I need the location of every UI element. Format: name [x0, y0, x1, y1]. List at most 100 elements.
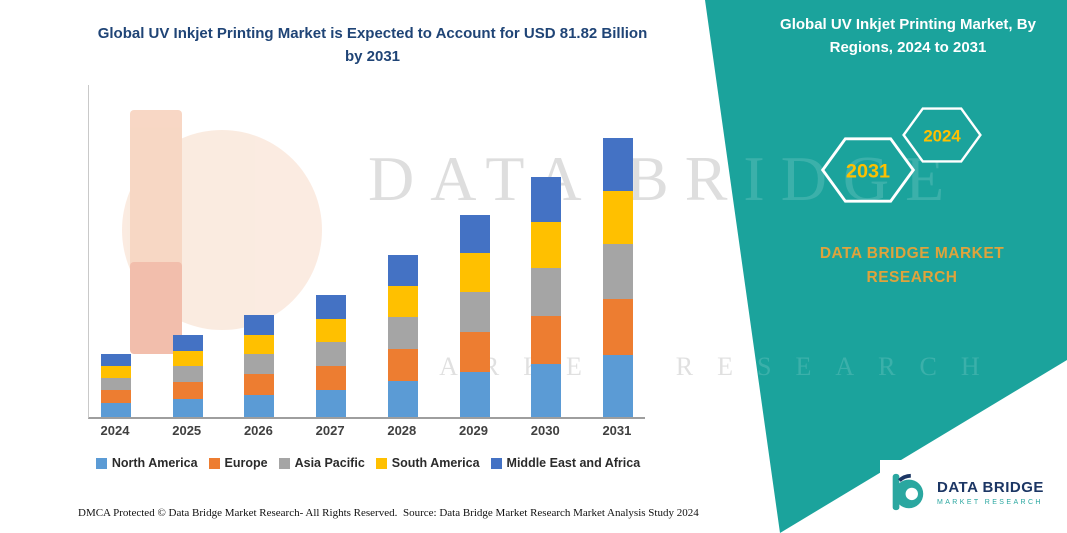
- bar-column-2027: [304, 85, 358, 417]
- x-axis-label-2025: 2025: [172, 423, 202, 438]
- watermark-logo-bar: [130, 110, 182, 350]
- bar-segment-middle-east-and-africa: [459, 215, 490, 253]
- logo-wordmark: DATA BRIDGE MARKET RESEARCH: [937, 479, 1044, 506]
- legend-label: Asia Pacific: [294, 456, 365, 470]
- bar-segment-europe: [101, 390, 131, 403]
- bar-segment-asia-pacific: [101, 378, 131, 390]
- bar-segment-north-america: [316, 390, 347, 417]
- hexagon-2031: 2031: [820, 137, 916, 203]
- bar-segment-north-america: [387, 381, 418, 417]
- chart-title: Global UV Inkjet Printing Market is Expe…: [97, 25, 648, 66]
- bar-column-2028: [376, 85, 430, 417]
- bar-segment-middle-east-and-africa: [172, 335, 203, 351]
- bar-segment-middle-east-and-africa: [602, 138, 633, 191]
- bar-segment-asia-pacific: [531, 268, 562, 316]
- hexagon-2024-outline: [902, 107, 982, 163]
- bar-segment-middle-east-and-africa: [244, 315, 275, 335]
- stacked-bar-2024: [101, 354, 131, 417]
- bar-segment-south-america: [101, 366, 131, 378]
- stacked-bar-2029: [459, 215, 490, 417]
- bar-segment-south-america: [244, 335, 275, 354]
- bar-segment-asia-pacific: [244, 354, 275, 374]
- logo-brand-name: DATA BRIDGE: [937, 478, 1044, 496]
- legend-swatch: [490, 457, 502, 469]
- bar-segment-south-america: [172, 351, 203, 366]
- hexagon-2031-outline: [820, 137, 916, 203]
- bar-segment-north-america: [172, 399, 203, 417]
- bar-segment-asia-pacific: [172, 366, 203, 382]
- bar-column-2025: [161, 85, 215, 417]
- bar-segment-middle-east-and-africa: [101, 354, 131, 366]
- bar-segment-europe: [602, 299, 633, 355]
- bar-segment-asia-pacific: [459, 292, 490, 332]
- bar-segment-south-america: [531, 222, 562, 268]
- data-bridge-logo: DATA BRIDGE MARKET RESEARCH: [880, 460, 1067, 524]
- x-axis-label-2027: 2027: [315, 423, 345, 438]
- x-axis-label-2030: 2030: [530, 423, 560, 438]
- legend-label: North America: [111, 456, 198, 470]
- bar-segment-europe: [459, 332, 490, 372]
- panel-title: Global UV Inkjet Printing Market, By Reg…: [780, 16, 1036, 56]
- legend-swatch: [278, 457, 290, 469]
- bar-segment-north-america: [602, 355, 633, 417]
- logo-tagline: MARKET RESEARCH: [937, 498, 1043, 506]
- legend-swatch: [375, 457, 387, 469]
- bar-column-2026: [232, 85, 286, 417]
- panel-brand-text: DATA BRIDGE MARKET RESEARCH: [819, 245, 1005, 287]
- stacked-bar-2027: [316, 295, 347, 417]
- legend-swatch: [208, 457, 220, 469]
- x-axis-label-2031: 2031: [602, 423, 632, 438]
- bar-column-2031: [591, 85, 645, 417]
- bar-segment-europe: [172, 382, 203, 399]
- legend-item-middle-east-and-africa: Middle East and Africa: [490, 456, 641, 470]
- bar-segment-north-america: [101, 403, 131, 417]
- watermark-logo-circle: [122, 130, 322, 330]
- x-axis-labels: 2024 2025 2026 2027 2028 2029 2030 2031: [88, 423, 644, 438]
- hexagon-2024: 2024: [902, 107, 982, 163]
- legend-label: South America: [391, 456, 480, 470]
- bar-segment-middle-east-and-africa: [387, 255, 418, 286]
- bar-segment-europe: [387, 349, 418, 381]
- x-axis-label-2026: 2026: [243, 423, 273, 438]
- watermark-brand-text-on-panel: DATA BRIDGE: [368, 143, 961, 214]
- legend-label: Europe: [224, 456, 268, 470]
- stacked-bar-2030: [531, 177, 562, 417]
- dmca-notice: DMCA Protected © Data Bridge Market Rese…: [78, 507, 398, 519]
- chart-legend: North America Europe Asia Pacific South Ame…: [58, 456, 678, 470]
- stacked-bar-2025: [172, 335, 203, 417]
- hexagon-2024-label: 2024: [923, 126, 961, 145]
- bar-segment-south-america: [459, 253, 490, 292]
- bar-column-2024: [89, 85, 143, 417]
- bar-segment-south-america: [387, 286, 418, 317]
- bar-column-2030: [519, 85, 573, 417]
- background-logo-watermark-icon: [92, 110, 327, 354]
- bar-segment-middle-east-and-africa: [316, 295, 347, 319]
- x-axis-label-2024: 2024: [100, 423, 130, 438]
- bar-segment-europe: [316, 366, 347, 390]
- bar-segment-asia-pacific: [316, 342, 347, 366]
- bar-segment-north-america: [244, 395, 275, 417]
- source-note: Source: Data Bridge Market Research Mark…: [403, 507, 699, 519]
- bar-segment-europe: [244, 374, 275, 395]
- legend-item-asia-pacific: Asia Pacific: [278, 456, 365, 470]
- stacked-bar-2028: [387, 255, 418, 417]
- legend-item-south-america: South America: [375, 456, 480, 470]
- bar-segment-north-america: [459, 372, 490, 417]
- bar-segment-asia-pacific: [387, 317, 418, 349]
- stacked-bar-2031: [602, 138, 633, 417]
- bar-segment-asia-pacific: [602, 244, 633, 299]
- legend-item-north-america: North America: [95, 456, 198, 470]
- bar-segment-south-america: [316, 319, 347, 342]
- data-bridge-logo-icon: [892, 473, 924, 511]
- legend-swatch: [95, 457, 107, 469]
- x-axis-label-2029: 2029: [459, 423, 488, 438]
- x-axis-label-2028: 2028: [387, 423, 417, 438]
- legend-label: Middle East and Africa: [506, 456, 641, 470]
- bar-column-2029: [448, 85, 502, 417]
- stacked-bar-2026: [244, 315, 275, 417]
- bar-segment-south-america: [602, 191, 633, 244]
- bar-segment-north-america: [531, 364, 562, 417]
- bar-segment-europe: [531, 316, 562, 364]
- bar-chart-plot-area: [88, 85, 645, 419]
